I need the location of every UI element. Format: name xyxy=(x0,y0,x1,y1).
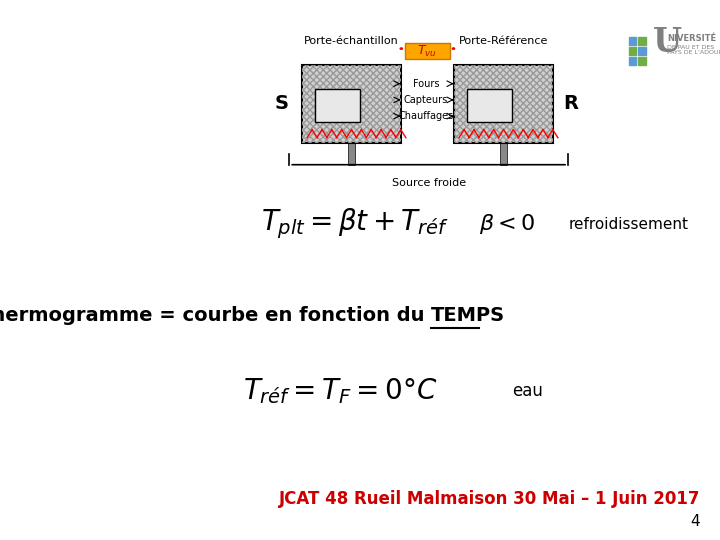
Bar xyxy=(348,143,355,165)
Text: 4: 4 xyxy=(690,514,700,529)
Bar xyxy=(454,65,553,143)
Text: Chauffages: Chauffages xyxy=(398,111,454,121)
Bar xyxy=(638,37,646,45)
Text: R: R xyxy=(563,94,578,113)
Text: PAYS DE L'ADOUR: PAYS DE L'ADOUR xyxy=(667,50,720,55)
Bar xyxy=(638,47,646,55)
Text: DE PAU ET DES: DE PAU ET DES xyxy=(667,45,714,50)
Text: TEMPS: TEMPS xyxy=(431,306,505,326)
Text: $T_{plt} = \beta t + T_{réf}$: $T_{plt} = \beta t + T_{réf}$ xyxy=(261,207,449,241)
Text: Capteurs: Capteurs xyxy=(404,95,449,105)
Bar xyxy=(405,43,450,59)
Text: U: U xyxy=(653,26,683,59)
Text: Porte-Référence: Porte-Référence xyxy=(459,36,548,46)
Bar xyxy=(500,143,507,165)
Bar xyxy=(629,57,636,65)
Text: S: S xyxy=(275,94,289,113)
Text: Source froide: Source froide xyxy=(392,178,466,188)
Bar xyxy=(454,65,553,143)
Bar xyxy=(315,89,360,122)
Text: $T_{vu}$: $T_{vu}$ xyxy=(418,44,437,59)
Text: JCAT 48 Rueil Malmaison 30 Mai – 1 Juin 2017: JCAT 48 Rueil Malmaison 30 Mai – 1 Juin … xyxy=(279,490,701,509)
Text: $\beta < 0$: $\beta < 0$ xyxy=(479,212,536,236)
Text: eau: eau xyxy=(512,382,543,401)
Text: Fours: Fours xyxy=(413,79,439,89)
Bar xyxy=(302,65,401,143)
Bar xyxy=(629,37,636,45)
Text: Porte-échantillon: Porte-échantillon xyxy=(304,36,399,46)
Text: $T_{réf} = T_F = 0°C$: $T_{réf} = T_F = 0°C$ xyxy=(243,376,437,407)
Text: NIVERSITÉ: NIVERSITÉ xyxy=(667,34,716,43)
Bar xyxy=(629,47,636,55)
Text: refroidissement: refroidissement xyxy=(569,217,689,232)
Bar xyxy=(467,89,512,122)
Text: Thermogramme = courbe en fonction du: Thermogramme = courbe en fonction du xyxy=(0,306,431,326)
Bar xyxy=(302,65,401,143)
Bar xyxy=(638,57,646,65)
